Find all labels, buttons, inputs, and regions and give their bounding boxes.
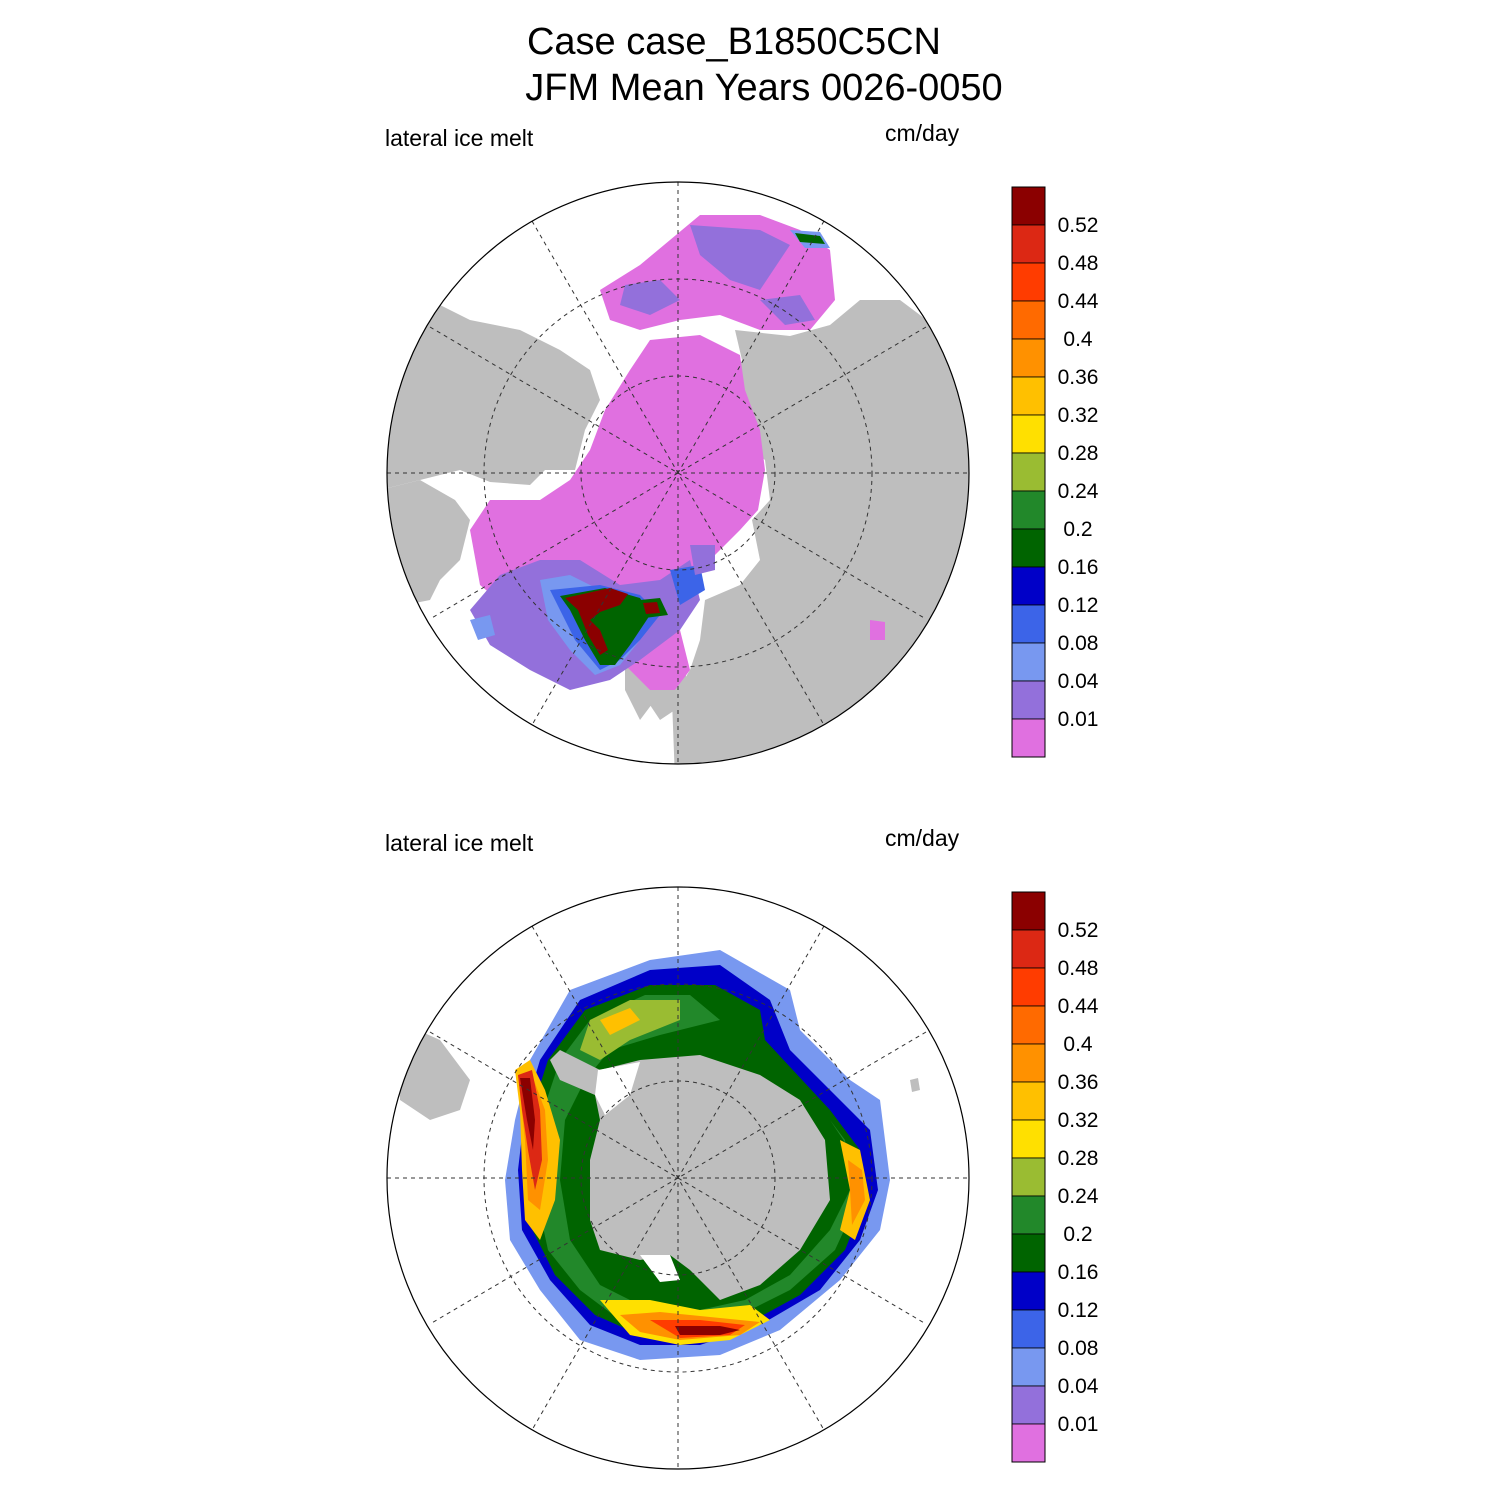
north-colorbar-box-13 — [1011, 680, 1046, 720]
south-colorbar-box-0 — [1011, 891, 1046, 931]
south-colorbar-label-12: 0.04 — [1058, 1375, 1099, 1398]
south-colorbar-label-3: 0.4 — [1063, 1033, 1093, 1056]
north-colorbar-box-12 — [1011, 642, 1046, 682]
north-colorbar-box-5 — [1011, 376, 1046, 416]
north-colorbar-box-0 — [1011, 186, 1046, 226]
north-colorbar: 0.52 0.48 0.44 0.4 0.36 0.32 0.28 0.24 0.2 0.16 0.… — [1011, 186, 1099, 758]
north-colorbar-box-6 — [1011, 414, 1046, 454]
north-colorbar-label-4: 0.36 — [1058, 366, 1099, 389]
south-colorbar-box-14 — [1011, 1423, 1046, 1463]
south-colorbar-label-9: 0.16 — [1058, 1261, 1099, 1284]
north-units-label: cm/day — [885, 120, 960, 146]
north-colorbar-label-11: 0.08 — [1058, 632, 1099, 655]
south-colorbar-box-10 — [1011, 1271, 1046, 1311]
north-colorbar-label-3: 0.4 — [1063, 328, 1093, 351]
north-colorbar-label-8: 0.2 — [1063, 518, 1092, 541]
north-colorbar-label-10: 0.12 — [1058, 594, 1099, 617]
south-colorbar-box-11 — [1011, 1309, 1046, 1349]
south-polar-map — [386, 886, 970, 1470]
north-colorbar-label-5: 0.32 — [1058, 404, 1099, 427]
north-graticule — [387, 182, 969, 764]
south-colorbar-box-2 — [1011, 967, 1046, 1007]
south-colorbar-label-4: 0.36 — [1058, 1071, 1099, 1094]
south-colorbar-label-13: 0.01 — [1058, 1413, 1099, 1436]
antarctica-land — [550, 1050, 830, 1300]
north-colorbar-label-1: 0.48 — [1058, 252, 1099, 275]
south-colorbar-label-11: 0.08 — [1058, 1337, 1099, 1360]
north-colorbar-label-7: 0.24 — [1058, 480, 1099, 503]
south-colorbar-box-13 — [1011, 1385, 1046, 1425]
south-colorbar-box-7 — [1011, 1157, 1046, 1197]
figure-title-line1: Case case_B1850C5CN — [526, 21, 941, 63]
north-ice-melt — [470, 215, 885, 690]
south-colorbar-label-6: 0.28 — [1058, 1147, 1099, 1170]
south-graticule — [387, 887, 969, 1469]
south-colorbar-label-7: 0.24 — [1058, 1185, 1099, 1208]
south-colorbar-box-4 — [1011, 1043, 1046, 1083]
north-colorbar-label-9: 0.16 — [1058, 556, 1099, 579]
north-map-border — [386, 181, 970, 765]
south-colorbar-box-5 — [1011, 1081, 1046, 1121]
south-colorbar-frame — [1011, 891, 1046, 1463]
north-colorbar-box-9 — [1011, 528, 1046, 568]
south-colorbar-label-5: 0.32 — [1058, 1109, 1099, 1132]
south-colorbar-box-9 — [1011, 1233, 1046, 1273]
south-colorbar-box-8 — [1011, 1195, 1046, 1235]
south-units-label: cm/day — [885, 825, 960, 851]
north-polar-map — [386, 181, 970, 765]
weddell-sea — [595, 1062, 640, 1115]
north-colorbar-box-1 — [1011, 224, 1046, 264]
north-colorbar-box-4 — [1011, 338, 1046, 378]
south-colorbar-label-8: 0.2 — [1063, 1223, 1092, 1246]
south-colorbar-box-3 — [1011, 1005, 1046, 1045]
south-colorbar-label-2: 0.44 — [1058, 995, 1099, 1018]
south-colorbar-box-1 — [1011, 929, 1046, 969]
south-colorbar-box-6 — [1011, 1119, 1046, 1159]
north-colorbar-label-6: 0.28 — [1058, 442, 1099, 465]
north-colorbar-frame — [1011, 186, 1046, 758]
south-colorbar-label-10: 0.12 — [1058, 1299, 1099, 1322]
south-colorbar-box-12 — [1011, 1347, 1046, 1387]
figure-title-line2: JFM Mean Years 0026-0050 — [525, 67, 1003, 109]
north-colorbar-box-14 — [1011, 718, 1046, 758]
north-colorbar-label-0: 0.52 — [1058, 214, 1099, 237]
north-colorbar-box-3 — [1011, 300, 1046, 340]
north-colorbar-label-12: 0.04 — [1058, 670, 1099, 693]
ross-sea — [640, 1255, 680, 1282]
north-colorbar-box-7 — [1011, 452, 1046, 492]
south-colorbar-label-1: 0.48 — [1058, 957, 1099, 980]
south-colorbar-label-0: 0.52 — [1058, 919, 1099, 942]
north-colorbar-box-11 — [1011, 604, 1046, 644]
north-colorbar-label-13: 0.01 — [1058, 708, 1099, 731]
north-colorbar-box-10 — [1011, 566, 1046, 606]
north-variable-label: lateral ice melt — [385, 125, 534, 151]
south-colorbar: 0.52 0.48 0.44 0.4 0.36 0.32 0.28 0.24 0.2 0.16 0.… — [1011, 891, 1099, 1463]
north-colorbar-label-2: 0.44 — [1058, 290, 1099, 313]
south-map-border — [386, 886, 970, 1470]
north-colorbar-box-8 — [1011, 490, 1046, 530]
north-colorbar-box-2 — [1011, 262, 1046, 302]
south-variable-label: lateral ice melt — [385, 830, 534, 856]
